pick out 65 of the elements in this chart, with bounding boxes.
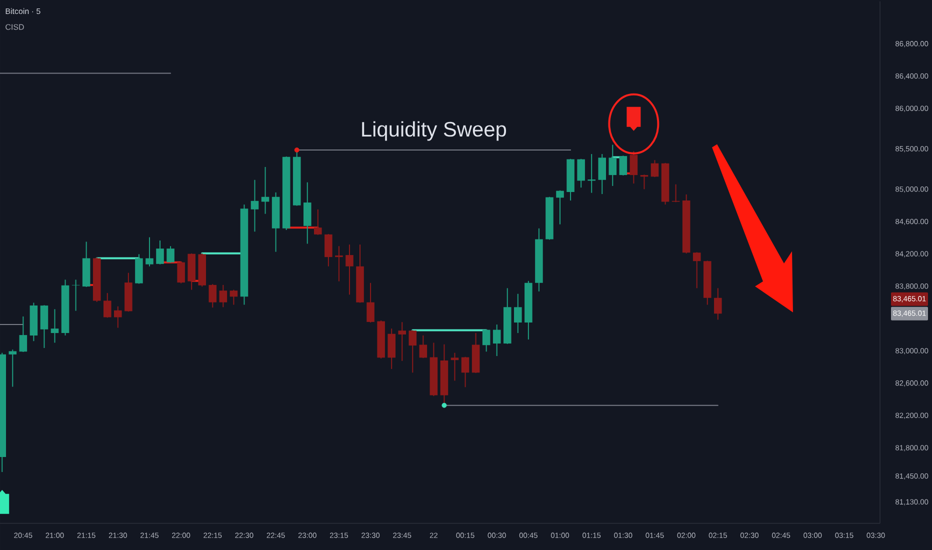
candlestick (661, 162, 670, 206)
candlestick (650, 160, 659, 178)
candlestick (335, 246, 343, 282)
candlestick (398, 322, 406, 362)
candlestick (61, 279, 70, 336)
candlestick (377, 320, 385, 359)
candlestick (598, 154, 606, 195)
annotation: Liquidity Sweep (362, 121, 506, 141)
candlestick (346, 244, 354, 296)
candlestick (535, 228, 543, 292)
candlestick (303, 182, 312, 244)
candlestick (188, 252, 196, 290)
candlestick (146, 236, 154, 267)
candlestick (208, 284, 217, 308)
candlestick (240, 204, 248, 306)
candlestick (114, 306, 122, 328)
candlestick (630, 150, 638, 184)
candlestick (177, 261, 185, 284)
candlestick (282, 156, 290, 230)
candlestick (461, 356, 470, 388)
candlestick (272, 192, 280, 252)
candlestick (19, 316, 28, 353)
candlestick (198, 252, 206, 288)
candlestick (292, 150, 301, 206)
candlestick (324, 234, 332, 267)
candlestick (8, 349, 17, 388)
candlestick (388, 328, 396, 370)
candlestick (682, 194, 690, 254)
candlestick (472, 332, 480, 374)
candlestick (619, 155, 628, 176)
candlestick (30, 302, 38, 342)
candlestick (156, 240, 164, 265)
candlestick (135, 254, 143, 284)
candlestick (72, 279, 80, 312)
candlestick (556, 190, 564, 225)
candlestick (230, 289, 238, 306)
candlestick (166, 246, 174, 264)
candlestick (82, 241, 90, 288)
candlestick (714, 288, 722, 320)
candlestick (450, 352, 459, 382)
candlestick (577, 158, 585, 188)
candlestick (366, 282, 374, 324)
candlestick (503, 288, 512, 344)
candlestick (492, 324, 501, 357)
candlestick (408, 330, 417, 374)
candlestick (219, 284, 228, 308)
candlestick (524, 280, 532, 340)
candlestick (314, 208, 322, 236)
candlestick (703, 260, 712, 306)
candlestick (482, 328, 490, 352)
candlestick (546, 196, 554, 240)
candlestick (356, 244, 364, 304)
candlestick (692, 252, 701, 289)
candlestick (103, 292, 112, 318)
candlestick (92, 256, 101, 302)
candlestick (124, 272, 132, 312)
candlestick (566, 158, 574, 201)
candlestick (514, 293, 522, 334)
candlestick (430, 342, 438, 397)
candlestick (608, 144, 617, 186)
candlestick (40, 304, 48, 348)
candlestick (250, 179, 259, 232)
candlestick (50, 308, 59, 344)
candlestick (419, 334, 428, 359)
candlestick (640, 174, 648, 190)
